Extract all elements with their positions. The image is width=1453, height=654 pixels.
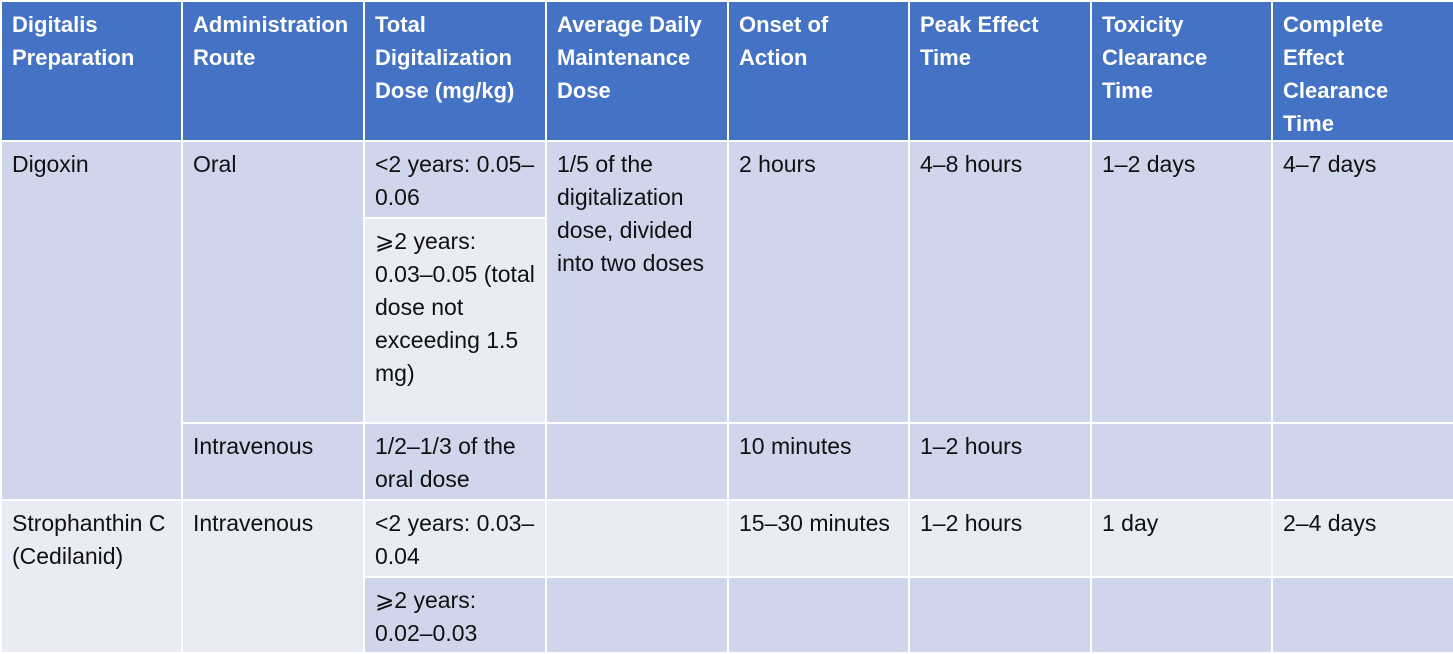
maintenance-cell	[545, 422, 729, 501]
header-peak: Peak Effect Time	[908, 0, 1092, 142]
complete-clearance-cell: 4–7 days	[1271, 140, 1453, 424]
route-cell: Intravenous	[181, 422, 365, 501]
header-row: Digitalis Preparation Administration Rou…	[0, 0, 1453, 142]
route-cell: Intravenous	[181, 499, 365, 654]
toxicity-clearance-cell	[1090, 576, 1273, 654]
table-row: ⩾2 years: 0.02–0.03	[1, 576, 1453, 654]
onset-cell: 10 minutes	[727, 422, 910, 501]
header-complete-clearance: Complete Effect Clearance Time	[1271, 0, 1453, 142]
table-row: ⩾2 years: 0.03–0.05 (total dose not exce…	[1, 217, 1453, 424]
maintenance-cell	[545, 499, 729, 578]
table-row: Digoxin Oral <2 years: 0.05–0.06 1/5 of …	[0, 140, 1453, 501]
header-total-dose: Total Digitalization Dose (mg/kg)	[363, 0, 547, 142]
header-maintenance-dose: Average Daily Maintenance Dose	[545, 0, 729, 142]
dose-cell: ⩾2 years: 0.03–0.05 (total dose not exce…	[363, 217, 547, 424]
onset-cell	[727, 576, 910, 654]
peak-cell: 4–8 hours	[908, 140, 1092, 424]
peak-cell: 1–2 hours	[908, 499, 1092, 578]
route-cell: Oral	[181, 140, 365, 424]
dose-cell: ⩾2 years: 0.02–0.03	[363, 576, 547, 654]
onset-cell: 15–30 minutes	[727, 499, 910, 578]
header-onset: Onset of Action	[727, 0, 910, 142]
preparation-cell: Strophanthin C (Cedilanid)	[0, 499, 183, 654]
table-row: Strophanthin C (Cedilanid) Intravenous <…	[0, 499, 1453, 654]
preparation-cell: Digoxin	[0, 140, 183, 501]
dose-cell: 1/2–1/3 of the oral dose	[363, 422, 547, 501]
complete-clearance-cell: 2–4 days	[1271, 499, 1453, 578]
peak-cell	[908, 576, 1092, 654]
peak-cell: 1–2 hours	[908, 422, 1092, 501]
toxicity-clearance-cell: 1 day	[1090, 499, 1273, 578]
maintenance-cell: 1/5 of the digitalization dose, divided …	[545, 140, 729, 424]
toxicity-clearance-cell: 1–2 days	[1090, 140, 1273, 424]
header-route: Administration Route	[181, 0, 365, 142]
dose-cell: <2 years: 0.03–0.04	[363, 499, 547, 578]
complete-clearance-cell	[1271, 422, 1453, 501]
header-toxicity-clearance: Toxicity Clearance Time	[1090, 0, 1273, 142]
maintenance-cell	[545, 576, 729, 654]
complete-clearance-cell	[1271, 576, 1453, 654]
table-row: Intravenous 1/2–1/3 of the oral dose 10 …	[1, 422, 1453, 501]
header-preparation: Digitalis Preparation	[0, 0, 183, 142]
onset-cell: 2 hours	[727, 140, 910, 424]
toxicity-clearance-cell	[1090, 422, 1273, 501]
dose-cell: <2 years: 0.05–0.06	[363, 140, 547, 219]
